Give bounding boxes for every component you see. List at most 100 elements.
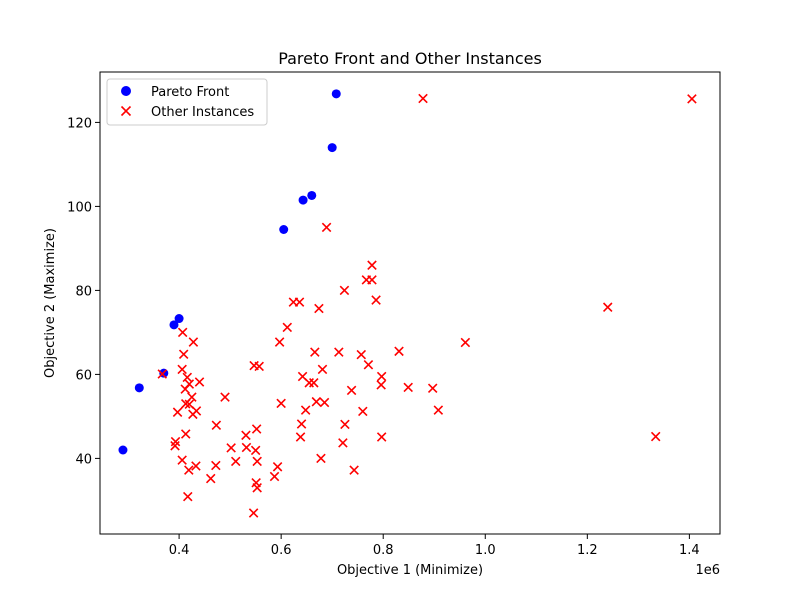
instance-point xyxy=(177,364,187,375)
instance-point xyxy=(188,337,199,347)
instance-point xyxy=(367,260,377,270)
instance-point xyxy=(317,364,328,375)
instance-point xyxy=(274,337,285,347)
y-tick-label: 80 xyxy=(75,284,92,299)
instance-point xyxy=(311,396,322,407)
instance-point xyxy=(276,398,286,409)
instance-point xyxy=(250,445,261,456)
pareto-point xyxy=(331,89,341,99)
legend-box xyxy=(106,78,268,126)
x-tick-label: 1.0 xyxy=(475,543,496,558)
pareto-point xyxy=(279,225,289,234)
instance-point xyxy=(178,349,189,360)
instance-point xyxy=(183,491,193,502)
x-tick-label: 1.2 xyxy=(577,543,598,558)
instance-point xyxy=(211,460,221,471)
pareto-point xyxy=(307,190,317,200)
legend-marker-other-instances xyxy=(120,105,132,117)
instance-point xyxy=(363,359,374,370)
x-tick-label: 0.8 xyxy=(373,543,394,558)
instance-point xyxy=(310,347,320,357)
instance-point xyxy=(241,430,251,441)
instance-point xyxy=(252,483,262,493)
instance-point xyxy=(180,429,191,439)
plot-frame xyxy=(99,71,721,535)
pareto-point xyxy=(134,383,144,393)
instance-point xyxy=(300,405,311,415)
instance-point xyxy=(403,382,413,393)
instance-point xyxy=(248,508,259,518)
instance-point xyxy=(356,349,367,360)
instance-point xyxy=(220,392,230,402)
legend-label-pareto-front: Pareto Front xyxy=(151,85,229,100)
pareto-point xyxy=(169,320,179,330)
series-pareto-front xyxy=(118,89,341,455)
x-tick-label: 1.4 xyxy=(679,543,700,558)
instance-point xyxy=(282,322,293,333)
instance-point xyxy=(194,377,205,387)
x-axis-label: Objective 1 (Minimize) xyxy=(337,563,483,578)
instance-point xyxy=(191,461,201,471)
instance-point xyxy=(349,465,359,475)
instance-point xyxy=(254,361,264,372)
instance-point xyxy=(241,442,252,453)
instance-point xyxy=(272,462,283,472)
instance-point xyxy=(460,337,471,348)
instance-point xyxy=(371,295,381,305)
instance-point xyxy=(188,409,198,420)
instance-point xyxy=(433,405,444,415)
instance-point xyxy=(226,443,236,453)
instance-point xyxy=(319,397,330,408)
instance-point xyxy=(295,432,306,442)
instance-point xyxy=(296,419,307,429)
instance-point xyxy=(346,385,357,396)
instance-point xyxy=(427,383,438,394)
instance-point xyxy=(687,94,697,104)
plot-layer xyxy=(118,89,697,518)
instance-point xyxy=(334,347,344,357)
instance-point xyxy=(205,473,216,484)
instance-point xyxy=(358,406,368,417)
pareto-point xyxy=(174,314,184,324)
x-tick-label: 0.6 xyxy=(271,543,292,558)
instance-point xyxy=(309,378,319,388)
instance-point xyxy=(376,380,386,390)
chart-title: Pareto Front and Other Instances xyxy=(278,49,542,68)
legend-marker-pareto-front xyxy=(121,86,131,96)
instance-point xyxy=(180,399,191,409)
y-tick-label: 100 xyxy=(67,200,92,215)
instance-point xyxy=(340,419,350,430)
instance-point xyxy=(376,371,387,382)
instance-point xyxy=(251,424,262,434)
instance-point xyxy=(602,302,613,312)
instance-point xyxy=(177,327,188,338)
legend: Pareto Front Other Instances xyxy=(106,78,268,126)
instance-point xyxy=(294,297,305,307)
instance-point xyxy=(172,407,183,417)
instance-point xyxy=(339,285,350,296)
pareto-point xyxy=(327,143,337,153)
legend-label-other-instances: Other Instances xyxy=(151,105,254,120)
instance-point xyxy=(180,384,190,394)
instance-point xyxy=(252,456,262,467)
instance-point xyxy=(314,303,324,314)
x-axis-ticks: 0.4 0.6 0.8 1.0 1.2 1.4 xyxy=(169,534,700,558)
y-axis-ticks: 40 60 80 100 120 xyxy=(67,116,100,467)
pareto-point xyxy=(118,445,128,455)
instance-point xyxy=(184,465,194,475)
instance-point xyxy=(367,275,377,285)
instance-point xyxy=(650,431,661,442)
series-other-instances xyxy=(157,93,697,518)
pareto-point xyxy=(298,195,308,205)
y-axis-label: Objective 2 (Maximize) xyxy=(43,228,58,378)
instance-point xyxy=(157,369,168,379)
instance-point xyxy=(394,346,404,357)
instance-point xyxy=(230,456,241,467)
instance-point xyxy=(211,420,222,430)
instance-point xyxy=(338,438,348,448)
instance-point xyxy=(418,93,428,104)
instance-point xyxy=(170,441,180,451)
instance-point xyxy=(177,455,187,465)
instance-point xyxy=(316,453,326,464)
